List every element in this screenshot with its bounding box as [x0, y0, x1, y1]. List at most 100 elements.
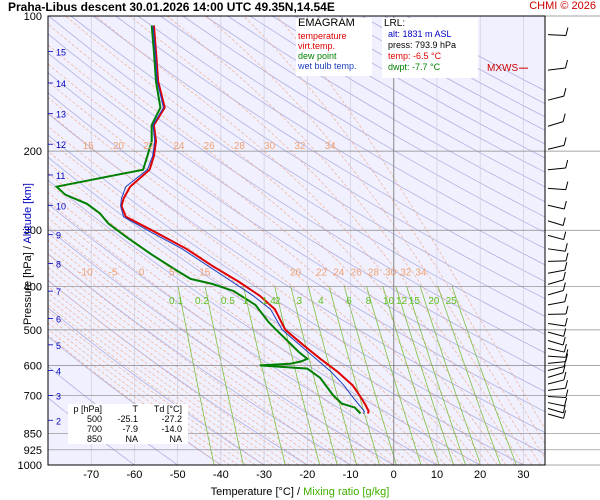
- moist-adiabat-label: 22: [143, 141, 155, 152]
- altitude-tick-label: 5: [56, 341, 61, 351]
- x-axis-title-sep: /: [293, 486, 304, 498]
- dry-adiabat: [137, 16, 545, 266]
- wind-barb-feather: [565, 389, 569, 398]
- wind-barb-feather: [565, 252, 569, 262]
- moist-adiabat: [48, 182, 412, 465]
- altitude-tick-label: 13: [56, 110, 66, 120]
- wind-barb: [547, 289, 564, 296]
- altitude-tick-label: 7: [56, 287, 61, 297]
- moist-adiabat-label: 30: [264, 141, 276, 152]
- wind-barb: [547, 361, 566, 364]
- wind-barb: [547, 95, 565, 101]
- wind-barb: [547, 234, 564, 241]
- table-row: 500 -25.1 -27.2: [68, 414, 188, 424]
- moist-adiabat: [48, 260, 325, 465]
- altitude-tick-label: 4: [56, 367, 61, 377]
- wind-barb-feather: [563, 88, 567, 97]
- legend-heading: EMAGRAM: [298, 17, 355, 29]
- temperature-tick-label: 0: [391, 469, 397, 481]
- wind-barb-feather: [562, 364, 566, 373]
- temperature-tick-label: 30: [517, 469, 529, 481]
- level-table: p [hPa] T Td [°C] 500 -25.1 -27.2 700 -7…: [68, 404, 188, 444]
- dry-adiabat: [227, 16, 545, 203]
- moist-adiabat: [48, 239, 351, 465]
- moist-adiabat-label: 34: [415, 267, 427, 278]
- wind-barb: [547, 413, 564, 419]
- table-cell: -25.1: [117, 414, 138, 424]
- dry-adiabat: [205, 16, 545, 218]
- altitude-tick-label: 12: [56, 140, 66, 150]
- wind-barb: [547, 372, 564, 378]
- y-axis-title-pressure: Pressure [hPa]: [22, 252, 34, 325]
- wind-barb-feather: [563, 231, 567, 240]
- moist-adiabat-label: 28: [234, 141, 246, 152]
- wind-barb-feather: [563, 371, 567, 381]
- pressure-tick-label: 925: [24, 445, 42, 457]
- dry-adiabat: [48, 16, 545, 335]
- moist-adiabat: [48, 334, 222, 465]
- x-axis-title-temp: Temperature [°C]: [210, 486, 294, 498]
- wind-barb: [547, 331, 564, 337]
- mixing-ratio-label: 2: [275, 296, 281, 307]
- wind-barb-feather: [562, 282, 566, 291]
- legend-item-dew-point: dew point: [298, 51, 337, 61]
- dry-adiabat: [48, 33, 545, 354]
- wind-barb: [547, 402, 565, 407]
- moist-adiabat-label: 32: [400, 267, 412, 278]
- wind-barb-feather: [565, 59, 568, 69]
- wind-barb: [547, 407, 564, 414]
- temperature-tick-label: -60: [126, 469, 142, 481]
- altitude-tick-label: 14: [56, 79, 66, 89]
- wind-barb: [547, 355, 566, 358]
- mixing-ratio-label: 0.1: [169, 296, 183, 307]
- moist-adiabat-label: 30: [385, 267, 397, 278]
- moist-adiabat: [48, 138, 446, 465]
- temperature-tick-label: -20: [299, 469, 315, 481]
- wind-barb-feather: [562, 404, 566, 414]
- lrl-info-box: LRL: alt: 1831 m ASL press: 793.9 hPa te…: [382, 18, 478, 78]
- plot-background: [48, 16, 545, 465]
- moist-adiabat-label: 26: [351, 267, 363, 278]
- mixing-ratio-label: 0.2: [195, 296, 209, 307]
- dewpoint-line: [54, 25, 362, 415]
- moist-adiabat: [48, 97, 472, 465]
- mixing-ratio-label: 4: [318, 296, 324, 307]
- chart-title: Praha-Libus descent 30.01.2026 14:00 UTC…: [8, 0, 335, 14]
- altitude-tick-label: 15: [56, 48, 66, 58]
- wind-barb-feather: [562, 113, 566, 122]
- moist-adiabat-label: 32: [294, 141, 306, 152]
- dry-adiabat: [160, 16, 545, 249]
- lrl-alt: alt: 1831 m ASL: [388, 29, 452, 39]
- mxws-label: MXWS: [487, 63, 518, 74]
- mixing-ratio-label: 3: [297, 296, 303, 307]
- moist-adiabat-label: 15: [83, 141, 95, 152]
- moist-adiabat: [48, 316, 248, 465]
- dry-adiabat: [48, 113, 545, 434]
- wind-barb-feather: [564, 243, 568, 252]
- table-cell: NA: [125, 434, 138, 444]
- wind-barb-feather: [564, 397, 568, 407]
- pressure-tick-label: 200: [24, 146, 42, 158]
- wind-barb-feather: [562, 217, 566, 226]
- temperature-tick-label: -70: [83, 469, 99, 481]
- wind-barb: [547, 387, 566, 391]
- temperature-tick-label: -40: [213, 469, 229, 481]
- moist-adiabat-label: -10: [78, 267, 93, 278]
- moist-adiabat-label: 28: [368, 267, 380, 278]
- temperature-tick-label: -10: [343, 469, 359, 481]
- moist-adiabat: [48, 112, 464, 465]
- pressure-tick-label: 400: [24, 281, 42, 293]
- moist-adiabat: [48, 209, 386, 465]
- legend-item-wet-bulb: wet bulb temp.: [298, 61, 357, 71]
- wind-barb: [547, 220, 564, 226]
- pressure-tick-label: 700: [24, 390, 42, 402]
- temperature-tick-label: -50: [170, 469, 186, 481]
- mixing-ratio-label: 25: [446, 296, 458, 307]
- moist-adiabat: [48, 44, 498, 465]
- table-header-td: Td [°C]: [153, 404, 182, 414]
- altitude-tick-label: 9: [56, 231, 61, 241]
- wind-barb-feather: [563, 200, 567, 210]
- moist-adiabat: [48, 232, 360, 465]
- lrl-temp: temp: -6.5 °C: [388, 51, 442, 61]
- mixing-ratio-label: 0.5: [221, 296, 235, 307]
